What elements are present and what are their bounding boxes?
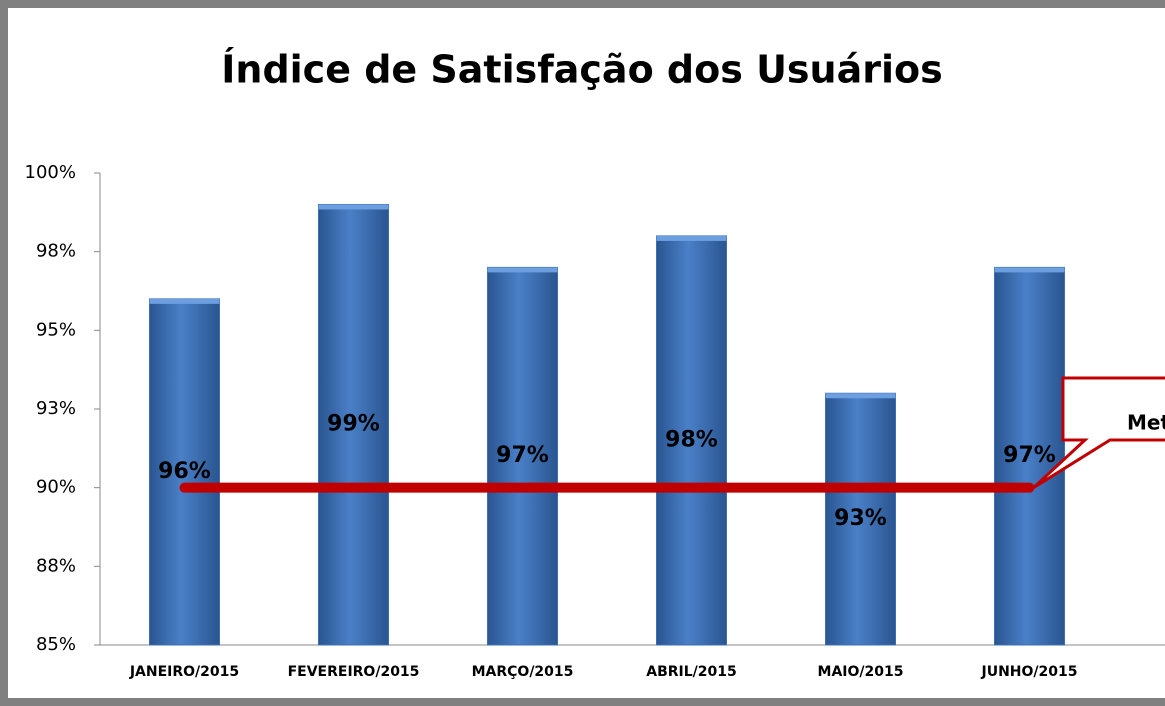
bar-top [656, 235, 727, 241]
data-label: 98% [665, 427, 718, 452]
callout-label: Meta [1127, 411, 1165, 435]
chart-title: Índice de Satisfação dos Usuários [221, 48, 942, 92]
data-label: 93% [834, 506, 887, 531]
data-label: 99% [327, 412, 380, 437]
bar [487, 266, 558, 646]
y-tick-label: 95% [36, 319, 76, 340]
bar-top [994, 267, 1065, 273]
bar-top [149, 298, 220, 304]
y-tick-label: 100% [25, 162, 76, 183]
x-tick-label: JANEIRO/2015 [129, 664, 239, 680]
y-tick-label: 85% [36, 634, 76, 655]
bar-top [487, 267, 558, 273]
x-tick-label: ABRIL/2015 [646, 664, 737, 680]
data-label: 96% [158, 459, 211, 484]
callout [1032, 376, 1165, 489]
x-tick-label: FEVEREIRO/2015 [288, 664, 420, 680]
bar [994, 266, 1065, 646]
bar-top [825, 393, 896, 399]
y-tick-label: 93% [36, 398, 76, 419]
bar [656, 235, 727, 646]
y-tick-label: 88% [36, 555, 76, 576]
x-tick-label: JUNHO/2015 [981, 664, 1078, 680]
data-label: 97% [1003, 443, 1056, 468]
data-label: 97% [496, 443, 549, 468]
x-tick-label: MAIO/2015 [818, 664, 904, 680]
y-tick-label: 90% [36, 477, 76, 498]
bar [825, 392, 896, 646]
y-tick-label: 98% [36, 241, 76, 262]
bar [318, 203, 389, 646]
x-tick-label: MARÇO/2015 [472, 664, 574, 680]
bar-top [318, 204, 389, 210]
